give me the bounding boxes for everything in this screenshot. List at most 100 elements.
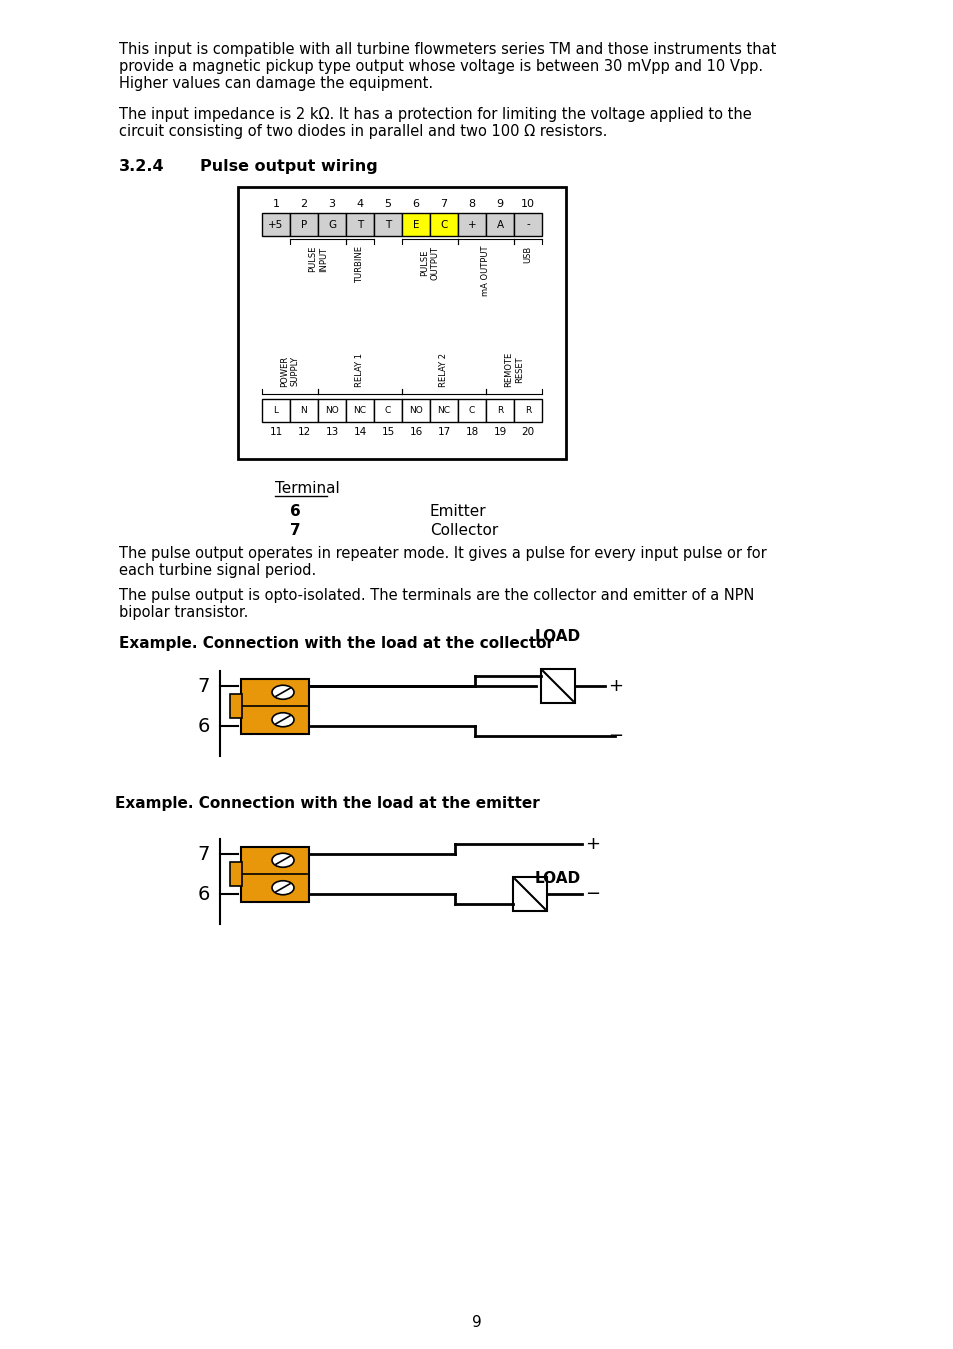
Text: POWER
SUPPLY: POWER SUPPLY bbox=[280, 356, 299, 387]
Text: 1: 1 bbox=[273, 200, 279, 209]
Text: 4: 4 bbox=[356, 200, 363, 209]
Text: L: L bbox=[274, 406, 278, 415]
Text: +: + bbox=[607, 677, 622, 695]
Text: USB: USB bbox=[523, 246, 532, 263]
Text: C: C bbox=[384, 406, 391, 415]
Text: TURBINE: TURBINE bbox=[355, 246, 364, 283]
Bar bbox=[485, 399, 514, 422]
Text: 7: 7 bbox=[197, 844, 210, 863]
Text: LOAD: LOAD bbox=[535, 629, 580, 643]
Text: Example. Connection with the load at the emitter: Example. Connection with the load at the… bbox=[115, 796, 539, 811]
Text: 6: 6 bbox=[412, 200, 419, 209]
Text: P: P bbox=[300, 220, 307, 229]
Text: bipolar transistor.: bipolar transistor. bbox=[119, 604, 248, 621]
Text: NO: NO bbox=[409, 406, 422, 415]
Text: 6: 6 bbox=[197, 716, 210, 735]
Text: 15: 15 bbox=[381, 428, 395, 437]
Text: Higher values can damage the equipment.: Higher values can damage the equipment. bbox=[119, 76, 433, 90]
Text: -: - bbox=[525, 220, 529, 229]
Ellipse shape bbox=[272, 685, 294, 699]
Text: 9: 9 bbox=[496, 200, 503, 209]
Text: 20: 20 bbox=[521, 428, 534, 437]
Bar bbox=[262, 213, 290, 236]
Bar bbox=[346, 213, 374, 236]
Text: NO: NO bbox=[325, 406, 338, 415]
Text: 5: 5 bbox=[384, 200, 391, 209]
Text: each turbine signal period.: each turbine signal period. bbox=[119, 563, 315, 577]
Text: 7: 7 bbox=[290, 523, 300, 538]
Bar bbox=[262, 399, 290, 422]
Bar bbox=[374, 399, 401, 422]
Bar bbox=[430, 213, 457, 236]
Bar bbox=[237, 188, 565, 459]
Text: 7: 7 bbox=[197, 676, 210, 696]
Bar bbox=[514, 213, 541, 236]
Text: Terminal: Terminal bbox=[274, 482, 339, 496]
Bar bbox=[346, 399, 374, 422]
Bar bbox=[430, 399, 457, 422]
Text: +5: +5 bbox=[268, 220, 283, 229]
Text: −: − bbox=[584, 885, 599, 902]
Bar bbox=[317, 399, 346, 422]
Text: 10: 10 bbox=[520, 200, 535, 209]
Text: 11: 11 bbox=[269, 428, 282, 437]
Text: 16: 16 bbox=[409, 428, 422, 437]
Text: mA OUTPUT: mA OUTPUT bbox=[481, 246, 490, 297]
Ellipse shape bbox=[272, 854, 294, 867]
Text: This input is compatible with all turbine flowmeters series TM and those instrum: This input is compatible with all turbin… bbox=[119, 42, 776, 57]
Text: provide a magnetic pickup type output whose voltage is between 30 mVpp and 10 Vp: provide a magnetic pickup type output wh… bbox=[119, 59, 762, 74]
Ellipse shape bbox=[272, 712, 294, 727]
Text: LOAD: LOAD bbox=[535, 871, 580, 886]
Text: R: R bbox=[524, 406, 531, 415]
Text: C: C bbox=[468, 406, 475, 415]
Text: REMOTE
RESET: REMOTE RESET bbox=[504, 352, 523, 387]
Text: 8: 8 bbox=[468, 200, 475, 209]
Text: Collector: Collector bbox=[430, 523, 497, 538]
Text: T: T bbox=[356, 220, 363, 229]
Bar bbox=[317, 213, 346, 236]
Text: Pulse output wiring: Pulse output wiring bbox=[200, 159, 377, 174]
Text: 17: 17 bbox=[436, 428, 450, 437]
Text: The input impedance is 2 kΩ. It has a protection for limiting the voltage applie: The input impedance is 2 kΩ. It has a pr… bbox=[119, 107, 751, 121]
Text: 2: 2 bbox=[300, 200, 307, 209]
Text: circuit consisting of two diodes in parallel and two 100 Ω resistors.: circuit consisting of two diodes in para… bbox=[119, 124, 607, 139]
Text: PULSE
INPUT: PULSE INPUT bbox=[308, 246, 328, 272]
Text: 9: 9 bbox=[472, 1315, 481, 1330]
Bar bbox=[514, 399, 541, 422]
Text: PULSE
OUTPUT: PULSE OUTPUT bbox=[420, 246, 439, 281]
Text: 14: 14 bbox=[353, 428, 366, 437]
Text: G: G bbox=[328, 220, 335, 229]
Bar bbox=[457, 213, 485, 236]
Bar bbox=[401, 213, 430, 236]
Text: 3: 3 bbox=[328, 200, 335, 209]
Text: NC: NC bbox=[437, 406, 450, 415]
Text: A: A bbox=[496, 220, 503, 229]
Bar bbox=[230, 693, 242, 719]
Text: Emitter: Emitter bbox=[430, 505, 486, 519]
Bar bbox=[241, 847, 309, 901]
Bar bbox=[485, 213, 514, 236]
Text: T: T bbox=[384, 220, 391, 229]
Text: 12: 12 bbox=[297, 428, 311, 437]
Bar bbox=[290, 213, 317, 236]
Text: +: + bbox=[467, 220, 476, 229]
Bar bbox=[230, 862, 242, 886]
Text: RELAY 1: RELAY 1 bbox=[355, 353, 364, 387]
Text: The pulse output is opto-isolated. The terminals are the collector and emitter o: The pulse output is opto-isolated. The t… bbox=[119, 588, 754, 603]
Text: −: − bbox=[607, 727, 622, 745]
Text: Example. Connection with the load at the collector: Example. Connection with the load at the… bbox=[119, 635, 554, 652]
Text: 6: 6 bbox=[197, 885, 210, 904]
Text: NC: NC bbox=[354, 406, 366, 415]
Bar bbox=[540, 669, 575, 703]
Text: R: R bbox=[497, 406, 502, 415]
Text: C: C bbox=[440, 220, 447, 229]
Bar bbox=[374, 213, 401, 236]
Text: 3.2.4: 3.2.4 bbox=[119, 159, 165, 174]
Bar bbox=[457, 399, 485, 422]
Text: RELAY 2: RELAY 2 bbox=[439, 353, 448, 387]
Bar bbox=[401, 399, 430, 422]
Text: 6: 6 bbox=[290, 505, 300, 519]
Text: 19: 19 bbox=[493, 428, 506, 437]
Text: 7: 7 bbox=[440, 200, 447, 209]
Ellipse shape bbox=[272, 881, 294, 894]
